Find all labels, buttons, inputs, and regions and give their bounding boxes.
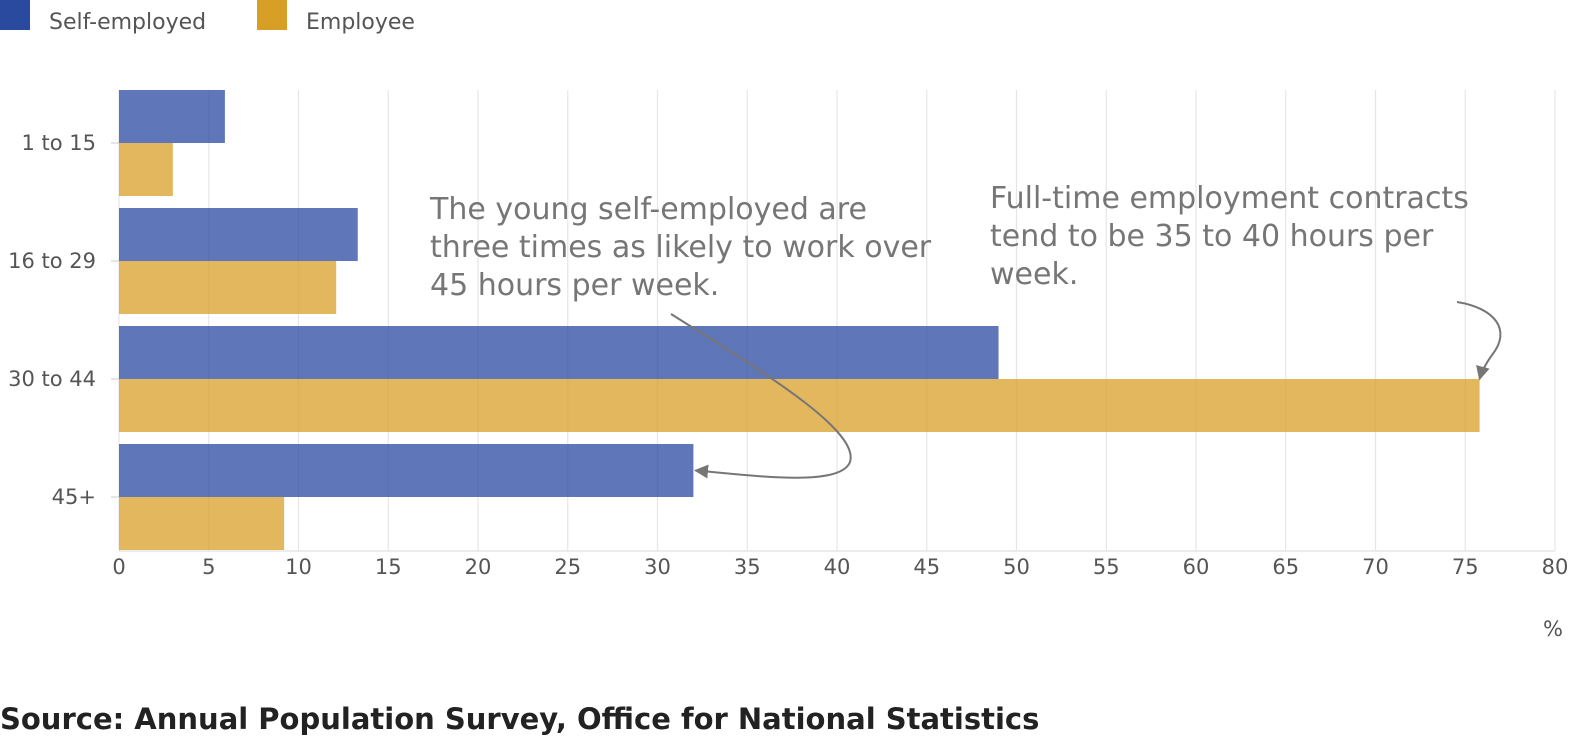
x-tick-label-3: 15 — [375, 555, 402, 579]
x-tick-label-11: 55 — [1093, 555, 1120, 579]
x-tick-label-12: 60 — [1183, 555, 1210, 579]
bar-1-2 — [119, 379, 1480, 432]
x-tick-label-5: 25 — [554, 555, 581, 579]
annotation-line-1-1: tend to be 35 to 40 hours per — [990, 219, 1434, 254]
x-tick-label-6: 30 — [644, 555, 671, 579]
x-tick-label-15: 75 — [1452, 555, 1479, 579]
x-tick-label-13: 65 — [1272, 555, 1299, 579]
x-unit-label: % — [1543, 617, 1563, 641]
bar-0-2 — [119, 326, 999, 379]
annotation-text-0: The young self-employed are three times a… — [429, 192, 932, 303]
annotation-line-0-0: The young self-employed are — [429, 192, 867, 227]
legend-label-1: Employee — [306, 10, 415, 35]
x-tick-label-4: 20 — [465, 555, 492, 579]
y-category-label-1: 16 to 29 — [8, 249, 96, 273]
x-tick-label-0: 0 — [112, 555, 125, 579]
annotations: The young self-employed are three times a… — [429, 181, 1502, 479]
x-axis: 0 5 10 15 20 25 30 35 40 45 50 55 60 65 70 75 80% — [112, 550, 1569, 641]
x-tick-label-1: 5 — [202, 555, 215, 579]
x-tick-label-9: 45 — [913, 555, 940, 579]
annotation-line-0-2: 45 hours per week. — [430, 268, 719, 303]
grid — [118, 90, 1556, 551]
annotation-text-1: Full-time employment contracts tend to be… — [990, 181, 1469, 292]
bars — [119, 90, 1480, 550]
annotation-line-1-2: week. — [990, 257, 1078, 292]
x-tick-label-2: 10 — [285, 555, 312, 579]
legend: Self-employed Employee — [0, 0, 415, 35]
annotation-arrow-0 — [670, 313, 852, 479]
x-tick-label-10: 50 — [1003, 555, 1030, 579]
bar-0-1 — [119, 208, 358, 261]
legend-swatch-0 — [0, 0, 30, 30]
bar-1-0 — [119, 143, 173, 196]
bar-1-3 — [119, 497, 285, 550]
legend-swatch-1 — [257, 0, 287, 30]
y-category-label-2: 30 to 44 — [8, 367, 96, 391]
x-tick-label-16: 80 — [1542, 555, 1569, 579]
bar-0-0 — [119, 90, 225, 143]
annotation-line-1-0: Full-time employment contracts — [990, 181, 1469, 216]
x-tick-label-8: 40 — [824, 555, 851, 579]
annotation-arrow-1 — [1456, 301, 1502, 381]
legend-label-0: Self-employed — [49, 10, 206, 35]
y-category-label-0: 1 to 15 — [21, 131, 96, 155]
x-tick-label-7: 35 — [734, 555, 761, 579]
source-note: Source: Annual Population Survey, Office… — [0, 702, 1040, 736]
annotation-line-0-1: three times as likely to work over — [430, 230, 932, 265]
bar-1-1 — [119, 261, 337, 314]
y-category-label-3: 45+ — [52, 485, 96, 509]
x-tick-label-14: 70 — [1362, 555, 1389, 579]
y-axis: 1 to 15 16 to 29 30 to 44 45+ — [8, 131, 119, 509]
bar-0-3 — [119, 444, 694, 497]
